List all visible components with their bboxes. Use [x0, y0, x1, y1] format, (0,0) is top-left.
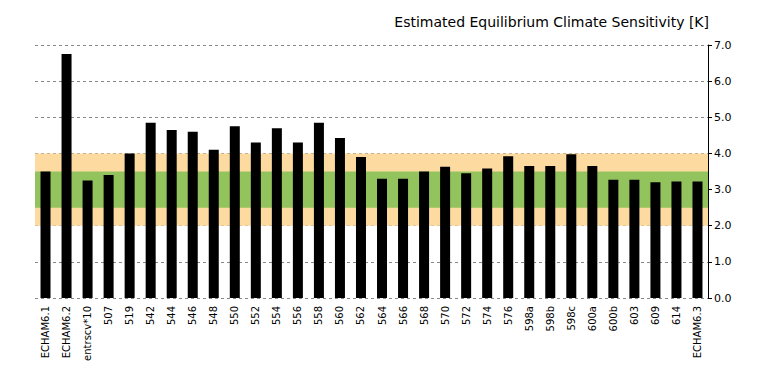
svg-text:548: 548	[208, 306, 219, 325]
svg-text:560: 560	[334, 306, 345, 325]
svg-text:7.0: 7.0	[714, 39, 732, 52]
svg-text:2.0: 2.0	[714, 219, 732, 232]
svg-text:507: 507	[103, 306, 114, 325]
svg-text:566: 566	[398, 306, 409, 325]
svg-text:552: 552	[250, 306, 261, 325]
svg-text:519: 519	[124, 306, 135, 325]
svg-text:574: 574	[482, 306, 493, 325]
svg-text:614: 614	[671, 306, 682, 325]
svg-text:ECHAM6.3: ECHAM6.3	[692, 306, 703, 358]
svg-text:6.0: 6.0	[714, 75, 732, 88]
svg-text:550: 550	[229, 306, 240, 325]
svg-text:603: 603	[629, 306, 640, 325]
svg-text:0.0: 0.0	[714, 292, 732, 305]
svg-text:ECHAM6.1: ECHAM6.1	[40, 306, 51, 358]
svg-text:598c: 598c	[566, 306, 577, 331]
svg-text:556: 556	[292, 306, 303, 325]
svg-text:542: 542	[145, 306, 156, 325]
svg-text:600a: 600a	[587, 306, 598, 331]
svg-text:609: 609	[650, 306, 661, 325]
svg-text:600b: 600b	[608, 306, 619, 331]
svg-text:568: 568	[419, 306, 430, 325]
svg-text:562: 562	[355, 306, 366, 325]
svg-text:598a: 598a	[524, 306, 535, 331]
svg-text:554: 554	[271, 306, 282, 325]
svg-text:entrscv*10: entrscv*10	[82, 306, 93, 361]
svg-text:544: 544	[166, 306, 177, 325]
svg-text:Estimated Equilibrium Climate: Estimated Equilibrium Climate Sensitivit…	[394, 14, 709, 30]
svg-text:4.0: 4.0	[714, 147, 732, 160]
svg-text:572: 572	[461, 306, 472, 325]
svg-text:564: 564	[377, 306, 388, 325]
svg-text:598b: 598b	[545, 306, 556, 331]
svg-text:546: 546	[187, 306, 198, 325]
svg-text:ECHAM6.2: ECHAM6.2	[61, 306, 72, 358]
svg-text:576: 576	[503, 306, 514, 325]
svg-text:1.0: 1.0	[714, 255, 732, 268]
svg-text:558: 558	[313, 306, 324, 325]
svg-text:5.0: 5.0	[714, 111, 732, 124]
svg-text:3.0: 3.0	[714, 183, 732, 196]
svg-text:570: 570	[440, 306, 451, 325]
